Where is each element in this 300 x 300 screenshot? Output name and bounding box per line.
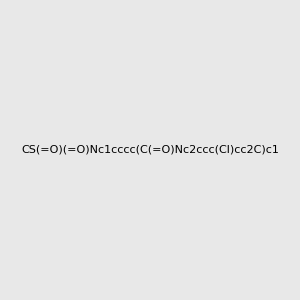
Text: CS(=O)(=O)Nc1cccc(C(=O)Nc2ccc(Cl)cc2C)c1: CS(=O)(=O)Nc1cccc(C(=O)Nc2ccc(Cl)cc2C)c1 [21, 145, 279, 155]
